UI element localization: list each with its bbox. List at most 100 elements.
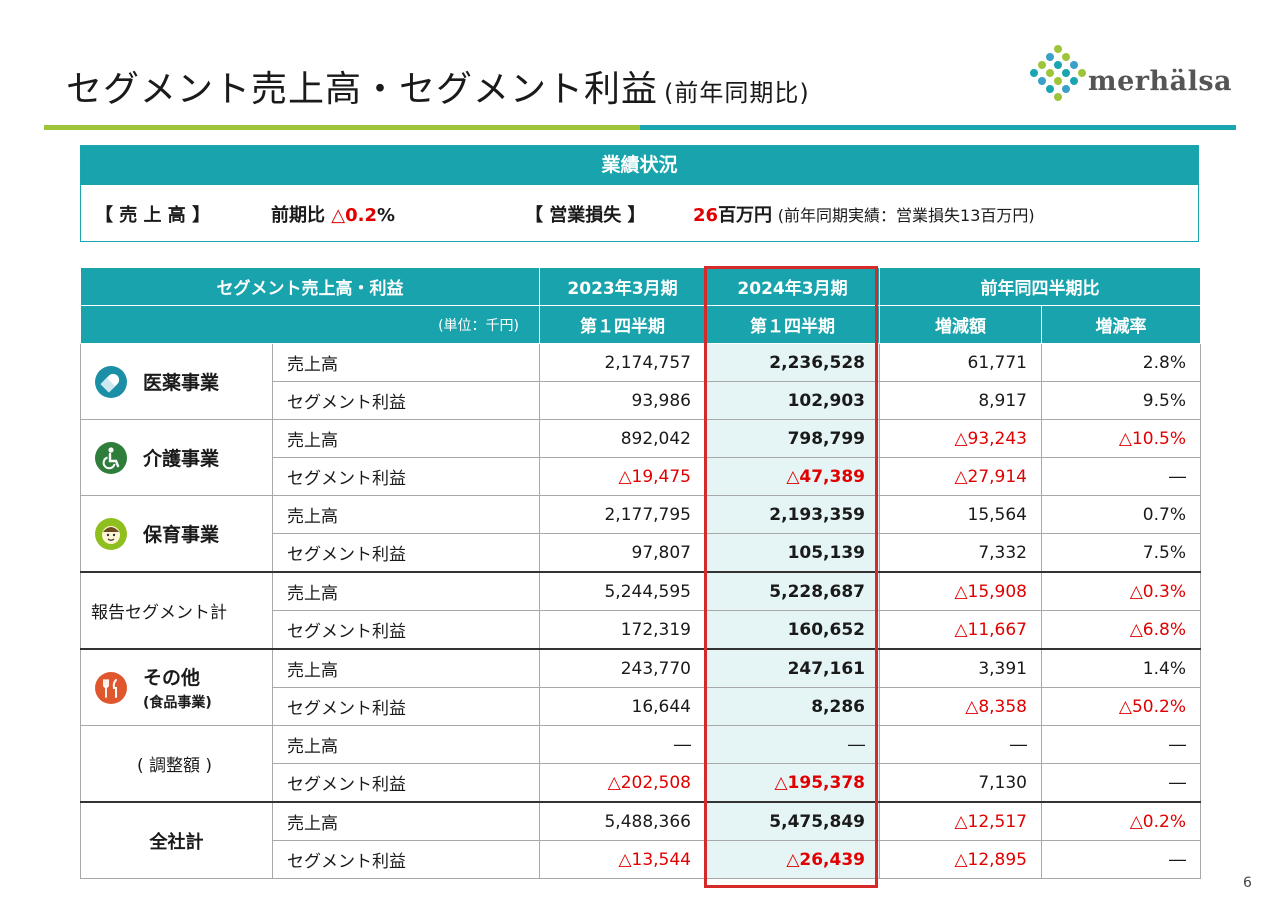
diff-value: 8,917 <box>879 381 1042 420</box>
curr-value: 5,475,849 <box>705 801 880 841</box>
rate-value: ― <box>1041 725 1201 764</box>
prev-value: 5,244,595 <box>539 571 706 611</box>
row-item: セグメント利益 <box>272 687 540 726</box>
cross-dots-logo-icon <box>1030 45 1086 101</box>
table-row: ( 調整額 ) 売上高 ― ― ― ― <box>80 725 1201 803</box>
op-loss-label: 【 営業損失 】 <box>525 205 646 226</box>
row-item: セグメント利益 <box>272 533 540 573</box>
diff-header: 増減額 <box>879 305 1042 344</box>
diff-value: △93,243 <box>879 419 1042 458</box>
prev-value: 2,177,795 <box>539 495 706 534</box>
title-main: セグメント売上高・セグメント利益 <box>66 69 659 110</box>
unit-note: (単位：千円) <box>80 305 540 344</box>
sales-value: △0.2 <box>331 205 378 226</box>
curr-value: 5,228,687 <box>705 571 880 611</box>
op-loss-note: (前年同期実績：営業損失13百万円) <box>777 206 1035 225</box>
prev-value: 16,644 <box>539 687 706 726</box>
segment-table: セグメント売上高・利益 2023年3月期 2024年3月期 前年同四半期比 (単… <box>80 267 1201 879</box>
logo-wordmark: merhälsa <box>1088 66 1233 97</box>
diff-value: △12,517 <box>879 801 1042 841</box>
curr-value: 105,139 <box>705 533 880 573</box>
prev-value: 5,488,366 <box>539 801 706 841</box>
op-loss-unit: 百万円 <box>718 205 773 226</box>
curr-value: 2,236,528 <box>705 343 880 382</box>
op-loss-value: 26 <box>693 205 719 226</box>
segment-adjustment: ( 調整額 ) <box>80 725 273 803</box>
row-item: セグメント利益 <box>272 381 540 420</box>
rate-value: ― <box>1041 840 1201 879</box>
table-row: 医薬事業 売上高 2,174,757 2,236,528 61,771 2.8% <box>80 343 1201 420</box>
op-loss: 26百万円 (前年同期実績：営業損失13百万円) <box>693 201 1035 227</box>
prev-value: ― <box>539 725 706 764</box>
segment-pharma: 医薬事業 <box>80 343 273 420</box>
child-face-icon <box>95 517 127 550</box>
rate-value: △10.5% <box>1041 419 1201 458</box>
page-number: 6 <box>1243 875 1252 891</box>
diff-value: 7,130 <box>879 763 1042 803</box>
prev-value: 243,770 <box>539 648 706 688</box>
row-item: 売上高 <box>272 648 540 688</box>
prev-value: △19,475 <box>539 457 706 496</box>
table-row: セグメント利益 16,644 8,286 △8,358 △50.2% <box>81 687 1201 726</box>
title-subtitle: (前年同期比) <box>664 79 810 107</box>
q1-2024-header: 第１四半期 <box>705 305 880 344</box>
segment-company-total: 全社計 <box>80 801 273 879</box>
segment-name: 介護事業 <box>143 448 220 470</box>
curr-value: 160,652 <box>705 610 880 650</box>
diff-value: 15,564 <box>879 495 1042 534</box>
rate-value: △0.2% <box>1041 801 1201 841</box>
rate-value: 7.5% <box>1041 533 1201 573</box>
prev-value: 172,319 <box>539 610 706 650</box>
segment-column-header: セグメント売上高・利益 <box>80 267 540 306</box>
curr-value: △26,439 <box>705 840 880 879</box>
prev-value: 2,174,757 <box>539 343 706 382</box>
curr-value: △47,389 <box>705 457 880 496</box>
row-item: 売上高 <box>272 495 540 534</box>
segment-name: その他 <box>143 667 201 689</box>
merhalsa-logo: merhälsa <box>1030 44 1240 104</box>
table-row: 保育事業 売上高 2,177,795 2,193,359 15,564 0.7% <box>80 495 1201 573</box>
segment-reported-total: 報告セグメント計 <box>80 571 273 650</box>
performance-heading: 業績状況 <box>81 146 1198 185</box>
diff-value: 3,391 <box>879 648 1042 688</box>
pill-icon <box>95 365 127 398</box>
row-item: 売上高 <box>272 343 540 382</box>
table-row: セグメント利益 △13,544 △26,439 △12,895 ― <box>81 840 1201 879</box>
curr-value: △195,378 <box>705 763 880 803</box>
prev-value: 93,986 <box>539 381 706 420</box>
diff-value: △11,667 <box>879 610 1042 650</box>
fy2023-header: 2023年3月期 <box>539 267 706 306</box>
segment-subname: (食品事業) <box>143 695 212 711</box>
rate-value: △50.2% <box>1041 687 1201 726</box>
segment-other-food: その他 (食品事業) <box>80 648 273 726</box>
segment-childcare: 保育事業 <box>80 495 273 573</box>
sales-unit: % <box>377 205 396 226</box>
segment-name: 医薬事業 <box>143 372 220 394</box>
row-item: 売上高 <box>272 419 540 458</box>
diff-value: 7,332 <box>879 533 1042 573</box>
row-item: セグメント利益 <box>272 610 540 650</box>
table-row: 報告セグメント計 売上高 5,244,595 5,228,687 △15,908… <box>80 571 1201 650</box>
rate-value: 0.7% <box>1041 495 1201 534</box>
performance-body: 【 売 上 高 】 前期比 △0.2% 【 営業損失 】 26百万円 (前年同期… <box>81 185 1198 241</box>
rate-value: ― <box>1041 457 1201 496</box>
sales-label: 【 売 上 高 】 <box>95 205 211 226</box>
curr-value: 2,193,359 <box>705 495 880 534</box>
rate-value: ― <box>1041 763 1201 803</box>
row-item: セグメント利益 <box>272 840 540 879</box>
diff-value: △8,358 <box>879 687 1042 726</box>
row-item: セグメント利益 <box>272 763 540 803</box>
diff-value: ― <box>879 725 1042 764</box>
row-item: 売上高 <box>272 801 540 841</box>
rate-header: 増減率 <box>1041 305 1201 344</box>
table-row: その他 (食品事業) 売上高 243,770 247,161 3,391 1.4% <box>80 648 1201 726</box>
table-row: セグメント利益 93,986 102,903 8,917 9.5% <box>81 381 1201 420</box>
curr-value: 8,286 <box>705 687 880 726</box>
segment-name: 保育事業 <box>143 524 220 546</box>
prev-value: 97,807 <box>539 533 706 573</box>
table-row: セグメント利益 △19,475 △47,389 △27,914 ― <box>81 457 1201 496</box>
diff-value: △12,895 <box>879 840 1042 879</box>
row-item: 売上高 <box>272 571 540 611</box>
table-row: セグメント利益 97,807 105,139 7,332 7.5% <box>81 533 1201 573</box>
row-item: 売上高 <box>272 725 540 764</box>
